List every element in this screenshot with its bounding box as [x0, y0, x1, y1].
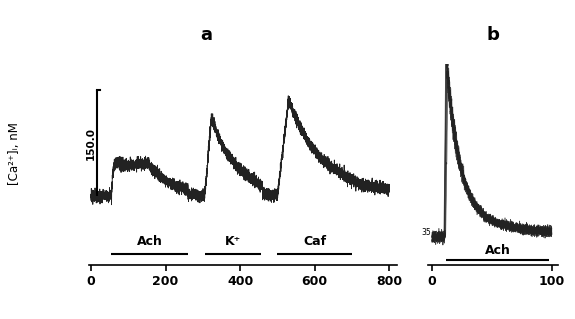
Text: Ach: Ach	[137, 235, 163, 248]
Text: b: b	[486, 26, 500, 44]
Text: Ach: Ach	[485, 244, 511, 256]
Text: Caf: Caf	[303, 235, 326, 248]
Text: [Ca²⁺]ᵢ, nM: [Ca²⁺]ᵢ, nM	[8, 122, 21, 185]
Text: a: a	[200, 26, 212, 44]
Text: K⁺: K⁺	[225, 235, 241, 248]
Text: 35: 35	[421, 228, 431, 237]
Text: 150.0: 150.0	[86, 127, 96, 160]
